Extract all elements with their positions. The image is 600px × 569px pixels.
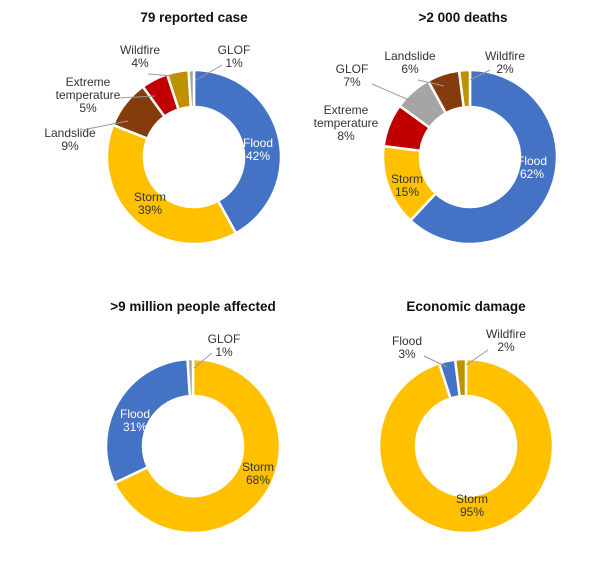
data-label-extreme-temperature: Extreme temperature 5% <box>56 75 121 115</box>
slice-storm <box>105 123 238 246</box>
donut-chart-2: >2 000 deaths Flood 62% Storm 15% Extreme temp… <box>314 10 559 246</box>
donut-chart-4: Economic damage Storm 95% Flood 3% Wildfire 2% <box>377 299 555 535</box>
leader-line-glof <box>193 352 213 369</box>
leader-line-wildfire <box>465 349 489 366</box>
leader-line-glof <box>195 64 223 81</box>
donut-chart-1: 79 reported case Flood 42% Storm 39% Landslid… <box>44 10 283 246</box>
leader-line-wildfire <box>469 69 491 81</box>
chart-title: Economic damage <box>406 299 526 314</box>
chart-title: 79 reported case <box>140 10 248 25</box>
data-label-wildfire: Wildfire 2% <box>485 49 525 76</box>
chart-title: >2 000 deaths <box>419 10 508 25</box>
slice-storm <box>377 357 555 535</box>
slice-wildfire <box>453 357 468 398</box>
slice-storm <box>113 357 282 535</box>
data-label-glof: GLOF 7% <box>336 62 369 89</box>
data-label-storm: Storm 68% <box>242 460 274 487</box>
data-label-wildfire: Wildfire 2% <box>486 327 526 354</box>
data-label-storm: Storm 95% <box>456 492 488 519</box>
leader-line-wildfire <box>147 73 174 77</box>
chart-title: >9 million people affected <box>110 299 275 314</box>
slice-flood <box>192 68 283 235</box>
slice-glof <box>187 68 196 109</box>
slice-flood <box>104 357 192 485</box>
data-label-landslide: Landslide 6% <box>384 49 436 76</box>
data-label-flood: Flood 3% <box>392 334 422 361</box>
data-label-glof: GLOF 1% <box>218 43 251 70</box>
leader-line-landslide <box>81 120 129 131</box>
data-label-storm: Storm 39% <box>134 190 166 217</box>
leader-line-landslide <box>417 79 445 87</box>
donut-chart-3: >9 million people affected Storm 68% Flood 3… <box>104 299 282 535</box>
data-label-flood: Flood 42% <box>243 136 273 163</box>
slice-glof <box>186 357 195 398</box>
slice-flood <box>409 68 559 246</box>
slice-wildfire <box>457 68 472 109</box>
leader-line-glof <box>371 83 417 104</box>
data-label-flood: Flood 62% <box>517 154 547 181</box>
leader-line-extreme-temperature <box>117 95 156 99</box>
data-label-storm: Storm 15% <box>391 172 423 199</box>
data-label-wildfire: Wildfire 4% <box>120 43 160 70</box>
data-label-flood: Flood 31% <box>120 407 150 434</box>
data-label-glof: GLOF 1% <box>208 332 241 359</box>
leader-line-flood <box>423 355 448 368</box>
data-label-extreme-temperature: Extreme temperature 8% <box>314 103 379 143</box>
data-label-landslide: Landslide 9% <box>44 126 96 153</box>
